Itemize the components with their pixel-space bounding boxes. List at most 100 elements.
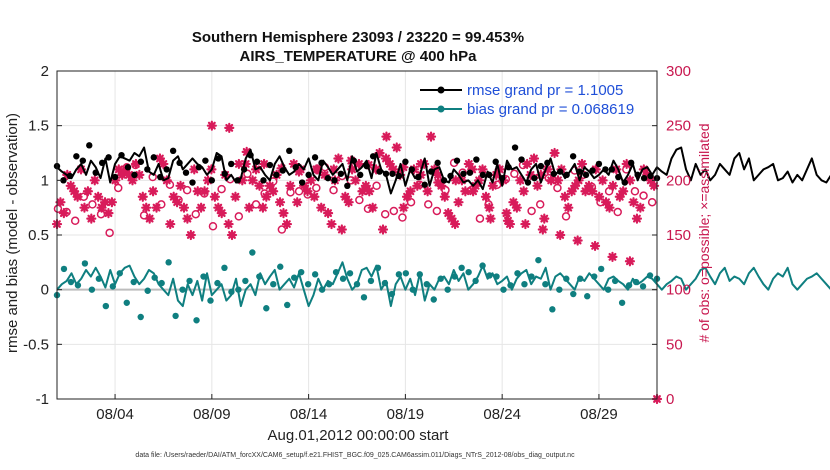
bias-marker: [291, 274, 298, 281]
obs-assimilated-point: [347, 164, 358, 175]
rmse-marker: [215, 155, 222, 162]
obs-assimilated-point: [624, 256, 636, 267]
obs-assimilated-point: [520, 218, 531, 230]
obs-possible-point: [217, 184, 226, 194]
obs-assimilated-point: [182, 213, 193, 224]
y2-tick-label: 200: [666, 172, 691, 189]
obs-assimilated-point: [542, 164, 553, 175]
obs-assimilated-point: [213, 202, 224, 213]
obs-possible-point: [372, 181, 381, 191]
bias-marker: [151, 274, 158, 281]
bias-marker: [263, 305, 270, 312]
bias-marker: [109, 283, 117, 290]
bias-marker: [388, 290, 396, 298]
obs-assimilated-point: [258, 158, 270, 170]
obs-assimilated-point: [288, 158, 299, 170]
rmse-marker: [189, 179, 196, 186]
bias-marker: [535, 256, 542, 264]
y-tick-label: 1.5: [28, 118, 49, 135]
obs-assimilated-point: [570, 180, 581, 191]
bias-marker: [493, 273, 500, 280]
rmse-marker: [247, 151, 254, 159]
rmse-marker: [131, 171, 138, 179]
obs-possible-point: [243, 169, 252, 179]
obs-possible-point: [79, 192, 89, 201]
obs-possible-point: [70, 216, 80, 226]
bias-marker: [353, 281, 361, 288]
bias-marker: [277, 263, 284, 270]
obs-possible-point: [260, 189, 269, 198]
bias-marker: [256, 273, 263, 280]
obs-possible-point: [53, 204, 63, 214]
rmse-marker: [408, 166, 416, 173]
obs-assimilated-point: [508, 197, 519, 208]
bias-marker: [381, 279, 389, 287]
rmse-marker: [531, 174, 538, 182]
obs-assimilated-point: [264, 180, 275, 191]
obs-assimilated-point: [377, 224, 389, 235]
bias-marker: [228, 288, 235, 296]
obs-assimilated-point: [537, 224, 548, 235]
obs-assimilated-point: [589, 240, 601, 252]
bias-marker: [521, 281, 528, 288]
obs-assimilated-point: [642, 169, 653, 180]
obs-assimilated-point: [127, 175, 138, 186]
obs-assimilated-point: [648, 180, 660, 191]
obs-possible-point: [424, 200, 433, 209]
obs-assimilated-point: [432, 169, 444, 180]
rmse-marker: [537, 162, 545, 170]
obs-assimilated-point: [72, 191, 83, 202]
obs-assimilated-point: [515, 175, 526, 186]
bias-marker: [165, 259, 172, 266]
rmse-marker: [608, 166, 616, 173]
obs-possible-point: [139, 211, 149, 220]
rmse-marker: [479, 171, 487, 179]
bias-marker: [639, 283, 647, 290]
obs-possible-point: [363, 204, 373, 214]
rmse-marker: [105, 154, 112, 161]
obs-possible-point: [647, 197, 657, 207]
obs-assimilated-point: [209, 191, 220, 202]
bias-marker: [116, 270, 123, 277]
obs-assimilated-point: [326, 218, 337, 230]
obs-possible-point: [380, 209, 390, 219]
bias-marker: [514, 270, 521, 277]
obs-assimilated-point: [168, 191, 179, 202]
obs-assimilated-point: [336, 224, 347, 235]
obs-assimilated-point: [380, 153, 392, 164]
bias-marker: [444, 286, 451, 293]
obs-possible-point: [312, 183, 321, 193]
obs-assimilated-point: [244, 202, 255, 213]
rmse-marker: [92, 169, 99, 176]
obs-assimilated-point: [580, 186, 591, 197]
bias-marker: [472, 277, 479, 285]
bias-marker: [465, 268, 472, 276]
bias-marker: [451, 273, 458, 280]
obs-assimilated-point: [93, 191, 104, 202]
rmse-marker: [86, 142, 93, 149]
obs-assimilated-point: [233, 158, 244, 170]
rmse-marker: [563, 171, 570, 179]
obs-possible-series: [53, 158, 657, 238]
obs-possible-point: [105, 228, 114, 238]
y2-tick-label: 0: [666, 391, 674, 408]
obs-assimilated-point: [628, 197, 639, 208]
obs-assimilated-point: [206, 120, 217, 131]
obs-assimilated-point: [360, 180, 371, 191]
bias-marker: [500, 286, 507, 293]
rmse-marker: [66, 172, 74, 180]
bias-marker: [479, 262, 486, 269]
obs-assimilated-series: [51, 120, 663, 405]
obs-possible-point: [62, 207, 71, 217]
obs-assimilated-point: [563, 202, 574, 213]
rmse-marker: [440, 177, 448, 184]
rmse-marker: [227, 160, 235, 168]
obs-assimilated-point: [635, 202, 646, 213]
rmse-marker: [524, 179, 532, 186]
obs-assimilated-point: [192, 186, 203, 197]
obs-assimilated-point: [161, 175, 172, 186]
rmse-marker: [311, 154, 319, 161]
obs-assimilated-point: [467, 164, 478, 175]
bias-marker: [186, 277, 193, 285]
obs-assimilated-point: [202, 175, 214, 186]
